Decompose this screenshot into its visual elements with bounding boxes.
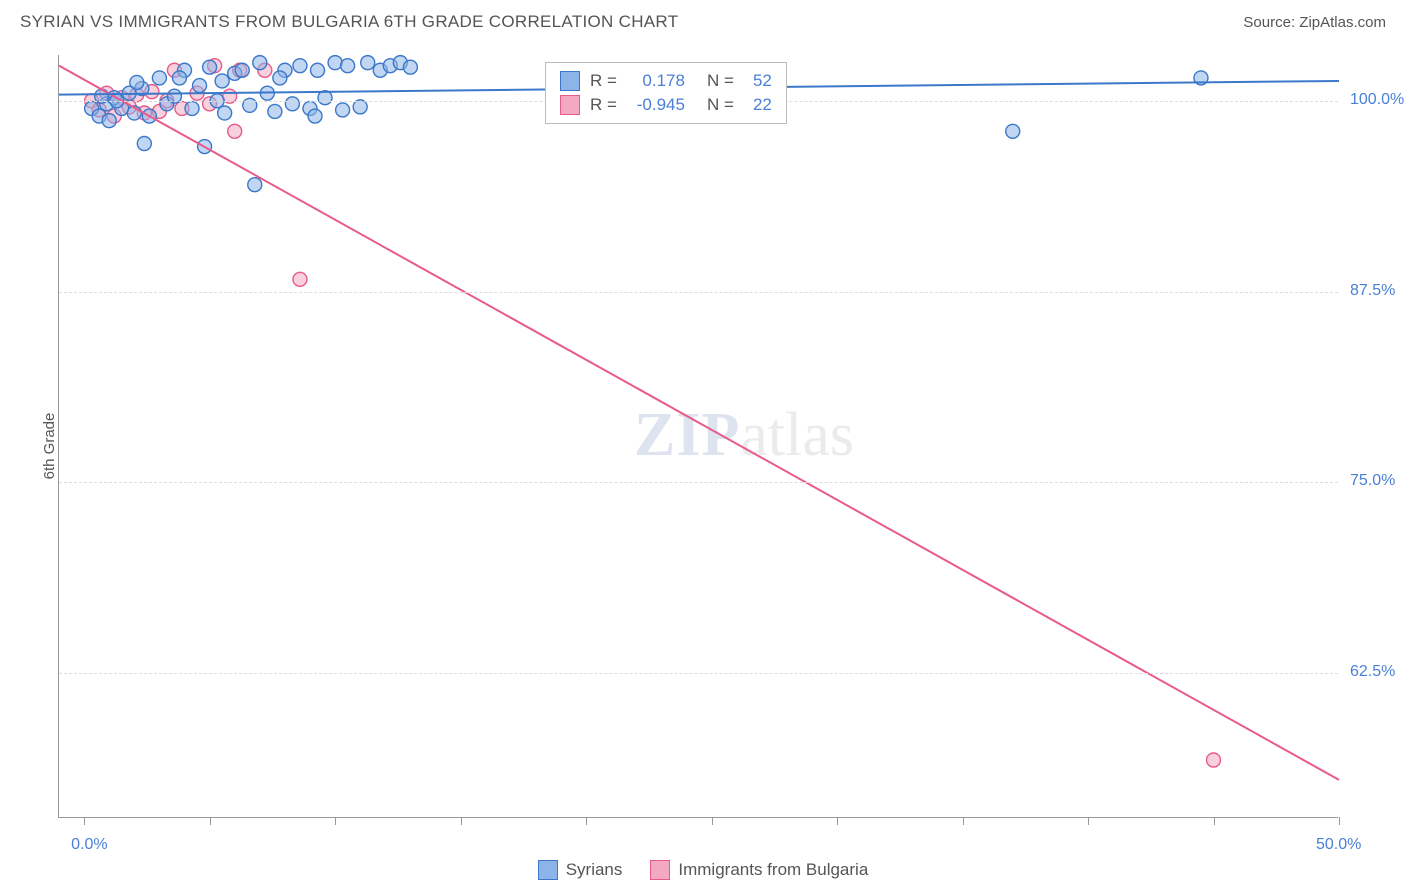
data-point <box>228 124 242 138</box>
data-point <box>1006 124 1020 138</box>
pink-swatch-icon <box>560 95 580 115</box>
data-point <box>308 109 322 123</box>
data-point <box>185 101 199 115</box>
x-tick <box>963 817 964 825</box>
x-tick <box>1339 817 1340 825</box>
data-point <box>341 59 355 73</box>
legend-item: Syrians <box>538 860 623 880</box>
data-point <box>285 97 299 111</box>
data-point <box>130 75 144 89</box>
source-prefix: Source: <box>1243 14 1299 31</box>
data-point <box>137 137 151 151</box>
legend: Syrians Immigrants from Bulgaria <box>0 860 1406 880</box>
data-point <box>361 56 375 70</box>
stats-row: R = 0.178 N = 52 <box>560 69 772 93</box>
y-tick-label: 100.0% <box>1350 91 1404 109</box>
n-value: 22 <box>744 95 772 115</box>
x-tick <box>210 817 211 825</box>
plot-svg <box>59 55 1338 817</box>
pink-swatch-icon <box>650 860 670 880</box>
data-point <box>193 79 207 93</box>
data-point <box>336 103 350 117</box>
x-tick <box>1088 817 1089 825</box>
data-point <box>1207 753 1221 767</box>
r-value: -0.945 <box>627 95 685 115</box>
data-point <box>273 71 287 85</box>
chart-plot-area: ZIPatlas <box>58 55 1338 818</box>
data-point <box>248 178 262 192</box>
gridline <box>59 482 1338 483</box>
data-point <box>328 56 342 70</box>
n-value: 52 <box>744 71 772 91</box>
chart-title: SYRIAN VS IMMIGRANTS FROM BULGARIA 6TH G… <box>20 12 678 32</box>
n-label: N = <box>707 95 734 115</box>
r-value: 0.178 <box>627 71 685 91</box>
data-point <box>235 63 249 77</box>
r-label: R = <box>590 95 617 115</box>
source-name: ZipAtlas.com <box>1299 14 1386 31</box>
x-tick <box>837 817 838 825</box>
data-point <box>152 71 166 85</box>
data-point <box>203 60 217 74</box>
y-tick-label: 87.5% <box>1350 282 1395 300</box>
blue-swatch-icon <box>560 71 580 91</box>
gridline <box>59 673 1338 674</box>
data-point <box>293 59 307 73</box>
x-tick <box>461 817 462 825</box>
gridline <box>59 292 1338 293</box>
data-point <box>311 63 325 77</box>
x-tick <box>84 817 85 825</box>
y-tick-label: 75.0% <box>1350 472 1395 490</box>
x-tick <box>712 817 713 825</box>
x-tick <box>586 817 587 825</box>
y-tick-label: 62.5% <box>1350 663 1395 681</box>
x-tick-label-right: 50.0% <box>1316 836 1361 854</box>
x-tick <box>1214 817 1215 825</box>
source-label: Source: ZipAtlas.com <box>1243 14 1386 31</box>
data-point <box>268 104 282 118</box>
legend-label: Syrians <box>566 860 623 880</box>
r-label: R = <box>590 71 617 91</box>
data-point <box>172 71 186 85</box>
data-point <box>253 56 267 70</box>
data-point <box>218 106 232 120</box>
x-tick <box>335 817 336 825</box>
data-point <box>353 100 367 114</box>
legend-item: Immigrants from Bulgaria <box>650 860 868 880</box>
blue-swatch-icon <box>538 860 558 880</box>
data-point <box>293 272 307 286</box>
data-point <box>215 74 229 88</box>
x-tick-label-left: 0.0% <box>71 836 107 854</box>
data-point <box>403 60 417 74</box>
n-label: N = <box>707 71 734 91</box>
stats-row: R = -0.945 N = 22 <box>560 93 772 117</box>
legend-label: Immigrants from Bulgaria <box>678 860 868 880</box>
y-axis-label: 6th Grade <box>41 413 58 480</box>
data-point <box>102 114 116 128</box>
stats-box: R = 0.178 N = 52 R = -0.945 N = 22 <box>545 62 787 124</box>
